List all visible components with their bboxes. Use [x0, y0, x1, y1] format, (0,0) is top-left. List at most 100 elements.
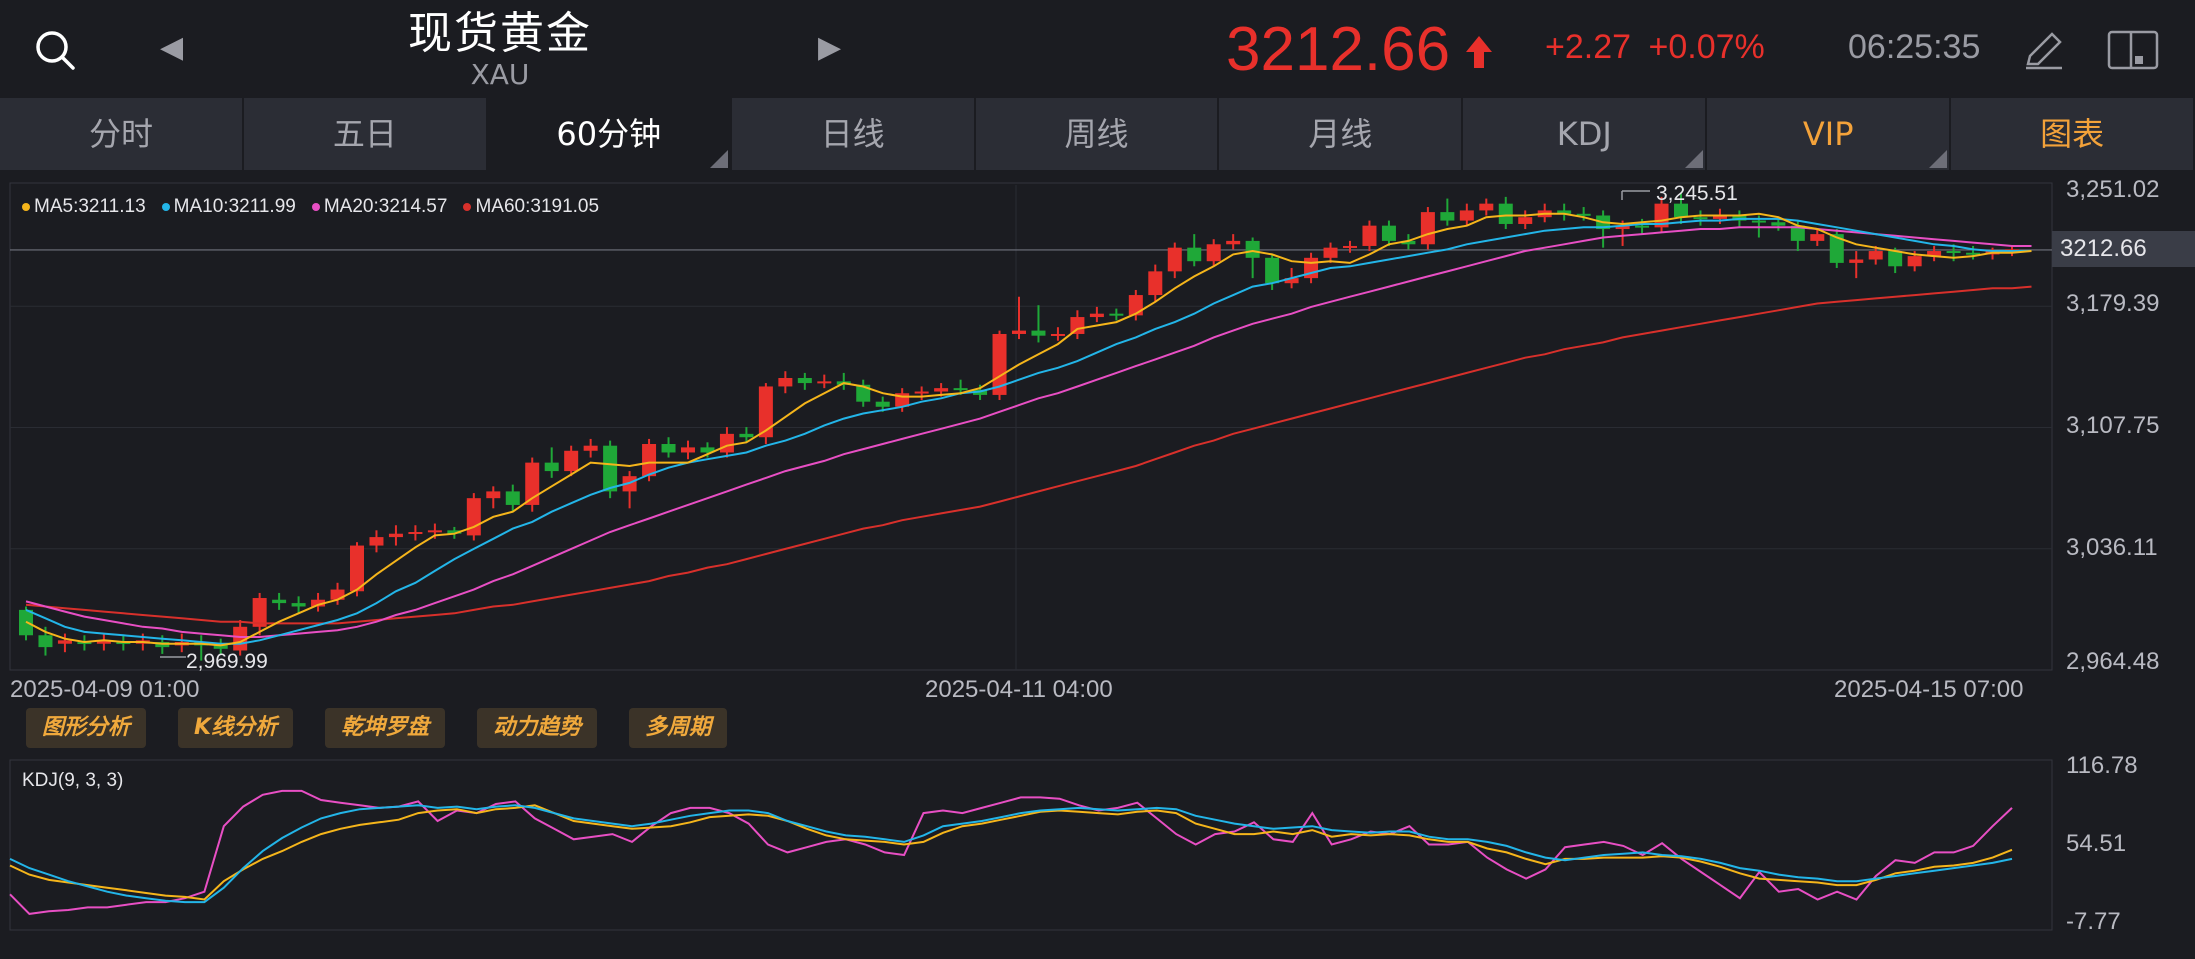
- candle-body: [311, 599, 326, 607]
- ma-legend-item: MA20:3214.57: [311, 196, 448, 218]
- layout-switch-icon[interactable]: [2105, 28, 2161, 72]
- tab-0[interactable]: 分时: [0, 98, 244, 170]
- candle-body: [1381, 225, 1396, 241]
- candle-body: [1712, 215, 1727, 219]
- tab-4[interactable]: 周线: [975, 98, 1220, 170]
- candle-body: [1012, 330, 1026, 334]
- candle-body: [1109, 313, 1124, 316]
- candle-body: [505, 491, 520, 505]
- ma-value: 3191.05: [530, 196, 600, 217]
- candle-body: [1810, 234, 1825, 241]
- candle-body: [1206, 244, 1221, 262]
- candle-body: [953, 388, 968, 391]
- candle-body: [914, 391, 929, 394]
- legend-dot-icon: [22, 202, 30, 211]
- candle-body: [1849, 259, 1864, 263]
- candle-body: [1790, 225, 1805, 241]
- next-symbol-arrow[interactable]: ▶: [818, 30, 842, 65]
- tab-3[interactable]: 日线: [731, 98, 976, 170]
- candle-body: [681, 447, 695, 453]
- tab-7[interactable]: VIP: [1707, 98, 1952, 170]
- ma-legend-item: MA5:3211.13: [22, 196, 146, 218]
- y-tick-label: 2,964.48: [2066, 648, 2160, 675]
- candle-body: [856, 384, 871, 402]
- tab-label: 图表: [2040, 115, 2105, 153]
- tab-6[interactable]: KDJ: [1463, 98, 1708, 170]
- last-price: 3212.66: [1226, 15, 1451, 84]
- candle-body: [564, 450, 579, 472]
- y-tick-label: 3,179.39: [2066, 290, 2160, 317]
- tab-1[interactable]: 五日: [243, 98, 488, 170]
- candle-body: [583, 445, 598, 451]
- tab-2[interactable]: 60分钟: [487, 98, 732, 170]
- legend-dot-icon: [463, 202, 472, 211]
- candle-body: [1265, 257, 1280, 284]
- candle-body: [875, 401, 890, 407]
- candle-body: [525, 462, 540, 505]
- ma-value: 3214.57: [378, 196, 448, 217]
- candle-body: [272, 599, 287, 604]
- tab-label: KDJ: [1556, 115, 1612, 153]
- y-tick-label: 3,036.11: [2066, 534, 2158, 561]
- dropdown-corner-icon: [709, 150, 728, 168]
- candle-body: [817, 381, 832, 384]
- ma5-line: [25, 212, 2032, 647]
- legend-dot-icon: [161, 202, 170, 211]
- candle-body: [116, 642, 131, 645]
- kdj-y-tick-label: 116.78: [2066, 752, 2138, 779]
- candle-body: [797, 377, 812, 384]
- candle-body: [1070, 317, 1085, 334]
- kdj-label: KDJ(9, 3, 3): [22, 770, 124, 791]
- ma10-line: [25, 217, 2032, 645]
- dropdown-corner-icon: [1929, 150, 1948, 168]
- pen-drawing-icon[interactable]: [2020, 28, 2066, 72]
- candle-body: [427, 530, 442, 533]
- ma60-line: [25, 285, 2032, 625]
- tab-8[interactable]: 图表: [1951, 98, 2195, 170]
- analysis-button[interactable]: 图形分析: [26, 708, 147, 748]
- candle-body: [1946, 251, 1961, 254]
- analysis-button[interactable]: 动力趋势: [477, 708, 598, 748]
- y-tick-label: 3,251.02: [2066, 176, 2160, 203]
- candle-body: [1927, 251, 1942, 257]
- analysis-button[interactable]: 乾坤罗盘: [325, 708, 446, 748]
- candle-body: [1615, 225, 1630, 230]
- symbol-title: 现货黄金 XAU: [360, 8, 640, 90]
- candle-body: [1907, 256, 1922, 267]
- symbol-name: 现货黄金: [408, 8, 592, 59]
- ma-name: MA5: [34, 196, 74, 217]
- candle-body: [934, 388, 949, 392]
- analysis-button[interactable]: K线分析: [178, 708, 294, 748]
- x-tick-label: 2025-04-09 01:00: [10, 676, 200, 703]
- candle-body: [1089, 313, 1104, 318]
- search-icon[interactable]: [33, 28, 77, 72]
- candle-body: [77, 642, 92, 645]
- candle-body: [1323, 247, 1338, 258]
- change-value: +2.27: [1545, 28, 1632, 66]
- candle-body: [1518, 217, 1533, 224]
- candle-body: [1888, 251, 1903, 267]
- candle-body: [778, 377, 793, 387]
- candle-body: [252, 598, 267, 627]
- candle-body: [1031, 330, 1046, 336]
- price-up-arrow-icon: [1462, 32, 1496, 72]
- candle-body: [466, 498, 481, 536]
- quote-time: 06:25:35: [1848, 28, 1981, 66]
- analysis-button[interactable]: 多周期: [629, 708, 728, 748]
- tab-5[interactable]: 月线: [1219, 98, 1464, 170]
- previous-symbol-arrow[interactable]: ◀: [160, 30, 184, 65]
- kdj-y-tick-label: 54.51: [2066, 830, 2127, 857]
- candle-body: [1868, 251, 1883, 260]
- candle-body: [1284, 278, 1299, 284]
- candle-body: [1128, 295, 1143, 316]
- candle-body: [1635, 225, 1650, 228]
- candle-body: [544, 462, 559, 472]
- separator: :: [223, 196, 229, 217]
- ma-legend-item: MA60:3191.05: [463, 196, 599, 218]
- kdj-d-line: [9, 804, 2013, 901]
- ma-value: 3211.99: [228, 196, 296, 217]
- x-tick-label: 2025-04-15 07:00: [1834, 676, 2024, 703]
- period-tabs: 分时 五日 60分钟 日线 周线 月线 KDJ VIP 图表: [0, 98, 2195, 170]
- candle-body: [1050, 333, 1065, 336]
